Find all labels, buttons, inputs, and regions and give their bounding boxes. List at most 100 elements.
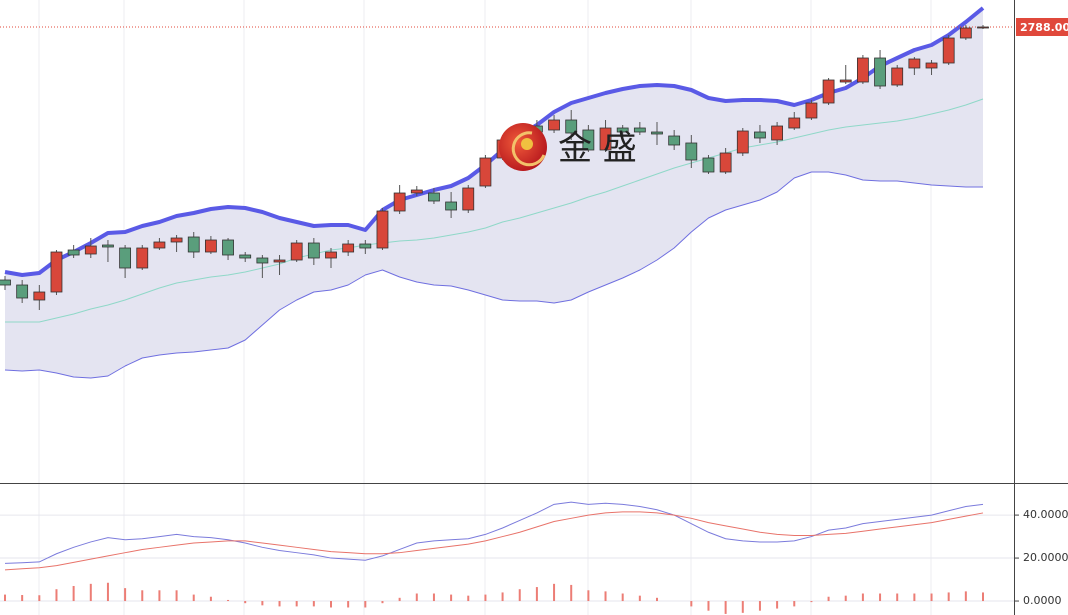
candle-body [136,247,149,269]
candle-body [239,254,252,259]
histogram-bar [879,593,882,602]
histogram-bar [501,592,504,602]
histogram-bar [106,582,109,602]
candle-body [119,247,132,269]
candle-body [942,37,955,64]
histogram-bar [364,601,367,608]
band-area [5,8,983,378]
histogram-bar [518,589,521,602]
histogram-bar [261,601,264,606]
band-line [4,6,985,277]
histogram-bar [467,595,470,602]
histogram-bar [55,589,58,602]
histogram-bar [330,601,332,608]
histogram-bar [982,592,984,602]
candle-body [222,239,234,256]
histogram-bar [209,596,212,602]
candle-body [908,58,921,69]
candle-body [565,119,578,134]
candle-body [891,67,904,86]
histogram-bar [553,583,556,602]
macd-line [4,511,984,571]
candle-body [153,241,166,249]
candle-body [685,142,698,161]
histogram-bar [758,601,761,611]
histogram-bar [312,601,315,607]
candle-body [839,79,852,83]
candle-body [67,249,80,256]
candle-body [599,127,612,151]
histogram-bar [484,594,487,602]
candle-body [187,236,200,253]
histogram-bar [415,593,418,602]
candle-body [33,291,46,301]
macd-panel: 0.0000 20.0000 40.0000 [0,501,1068,614]
candle-body [719,152,732,173]
histogram-bar [89,583,92,602]
candle-body [822,79,835,104]
candle-body [359,243,372,249]
y-tick-label: 0.0000 [1023,594,1062,607]
histogram-bar [656,597,658,602]
candle-body [410,189,423,194]
candle-body [651,131,663,135]
histogram-bar [141,590,144,602]
histogram-bar [604,591,607,602]
histogram-bar [21,595,24,602]
candle-body [325,251,337,259]
histogram-bar [896,593,899,602]
candle-body [479,157,492,187]
histogram-bar [947,592,950,602]
candle-body [445,201,458,211]
macd-line [4,501,984,564]
histogram-bar [930,593,933,602]
histogram-bar [638,595,641,602]
histogram-bar [741,601,744,613]
candle-body [0,279,11,286]
candle-body [50,251,63,293]
histogram-bar [175,590,178,602]
histogram-bar [535,587,538,602]
logo: 金 盛 [499,123,637,171]
candle-body [668,135,681,146]
candle-body [548,119,560,131]
candle-body [977,26,989,29]
candle-body [204,239,217,253]
histogram-bar [227,599,230,602]
candle-body [616,127,629,133]
candle-body [462,187,475,211]
candle-body [633,127,646,133]
candle-body [788,117,801,129]
candle-body [874,57,886,87]
histogram-bar [810,601,813,603]
histogram-bar [707,601,710,611]
candle-body [754,131,766,139]
histogram-bar [192,594,195,602]
candle-body [856,57,869,83]
histogram-bar [724,601,727,614]
histogram-bar [398,597,401,602]
histogram-bar [4,594,6,602]
last-price-box [1016,18,1068,36]
candle-body [925,62,938,69]
candle-body [582,129,595,151]
candle-body [290,242,303,261]
candle-body [805,102,818,119]
histogram-bar [913,593,916,602]
histogram-bar [827,596,830,602]
candle-body [307,242,320,259]
y-tick-label: 20.0000 [1023,551,1068,564]
histogram-bar [295,601,298,607]
candle-body [376,210,389,249]
histogram-bar [964,591,967,602]
histogram-bar [587,590,590,602]
last-price-label: 2788.00 [1020,21,1068,34]
histogram-bar [347,601,350,608]
price-panel: 2788.00 [0,6,1068,379]
histogram-bar [776,601,779,609]
candle-body [256,257,269,264]
band-line [4,171,983,379]
candle-body [702,157,715,173]
